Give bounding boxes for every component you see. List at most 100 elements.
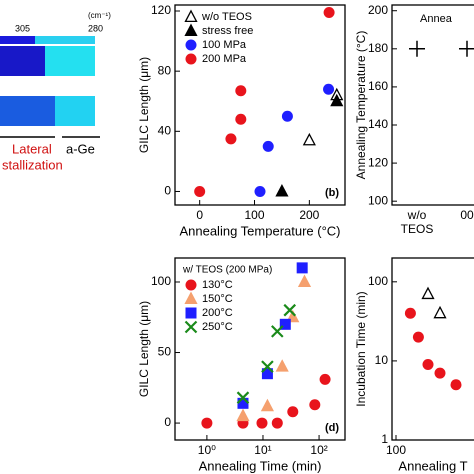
legend-marker <box>184 320 198 334</box>
y-axis-label: Annealing Temperature (°C) <box>354 31 368 180</box>
x-tick-label: w/o <box>407 208 427 222</box>
x-axis-label: Annealing T <box>398 458 467 473</box>
y-tick-label: 120 <box>368 155 388 169</box>
map-layout <box>0 46 45 76</box>
legend-marker <box>185 53 197 65</box>
point <box>236 408 250 422</box>
x-tick-label: 0 <box>196 208 203 222</box>
panel-label: (d) <box>325 422 339 434</box>
point <box>271 325 284 338</box>
point <box>271 417 283 429</box>
legend-label: 200°C <box>202 307 233 319</box>
y-tick-label: 100 <box>151 274 171 288</box>
plot-frame <box>174 4 346 206</box>
y-tick-label: 1 <box>381 432 388 446</box>
plot-frame <box>391 4 474 206</box>
x-axis-label: Annealing Time (min) <box>199 458 322 473</box>
y-tick-label: 80 <box>158 63 172 77</box>
point <box>309 399 321 411</box>
colorbar-unit: (cm⁻¹) <box>88 11 111 20</box>
panel-label: (b) <box>325 187 339 199</box>
point <box>409 40 425 57</box>
map-layout <box>55 96 95 126</box>
legend-label: w/o TEOS <box>201 11 252 23</box>
legend-label: 130°C <box>202 279 233 291</box>
y-tick-label: 40 <box>158 123 172 137</box>
point <box>422 359 434 371</box>
point <box>256 417 268 429</box>
legend-marker <box>185 39 197 51</box>
x-tick-label: 10² <box>310 443 327 457</box>
point <box>297 274 312 288</box>
point <box>319 373 331 385</box>
point <box>261 368 273 380</box>
point <box>330 93 344 107</box>
y-tick-label: 100 <box>368 193 388 207</box>
point <box>450 379 462 391</box>
plot-frame <box>174 257 346 441</box>
y-tick-label: 140 <box>368 117 388 131</box>
point <box>434 367 446 379</box>
y-axis-label: GILC Length (μm) <box>137 57 151 153</box>
y-tick-label: 50 <box>158 345 172 359</box>
y-tick-label: 160 <box>368 79 388 93</box>
legend-marker <box>184 23 198 37</box>
y-tick-label: 180 <box>368 41 388 55</box>
point <box>283 303 297 317</box>
point <box>433 305 447 319</box>
point <box>260 398 274 412</box>
point <box>225 133 237 145</box>
point <box>459 40 474 57</box>
point <box>236 391 250 404</box>
x-tick-sublabel: TEOS <box>401 222 434 236</box>
point <box>412 331 424 343</box>
raman-map <box>0 36 100 138</box>
legend-marker <box>185 279 197 291</box>
point <box>201 417 213 429</box>
x-tick-label: 10⁰ <box>198 443 216 457</box>
panel-title: Annea <box>420 13 453 25</box>
map-layout <box>0 96 55 126</box>
point <box>275 359 289 372</box>
x-tick-label: 200 <box>299 208 319 222</box>
point <box>279 318 291 330</box>
point <box>254 185 266 197</box>
annotation: Lateral <box>12 141 52 156</box>
y-tick-label: 100 <box>368 274 388 288</box>
bar-layout <box>35 36 95 44</box>
legend-label: 200 MPa <box>202 53 247 65</box>
point <box>404 307 416 319</box>
y-tick-label: 120 <box>151 3 171 17</box>
x-tick-label: 10¹ <box>254 443 271 457</box>
legend-label: 150°C <box>202 293 233 305</box>
x-tick-label: 00 <box>460 208 474 222</box>
y-tick-label: 10 <box>375 353 389 367</box>
x-axis-label: Annealing Temperature (°C) <box>179 223 340 238</box>
point <box>261 360 274 373</box>
point <box>287 406 299 418</box>
legend-marker <box>185 307 197 319</box>
x-tick-label: 100 <box>245 208 265 222</box>
point <box>323 7 335 19</box>
map-layout <box>45 46 95 76</box>
colorbar-tick: 305 <box>15 23 30 33</box>
y-axis-label: GILC Length (μm) <box>137 301 151 397</box>
bar-layout <box>0 36 35 44</box>
y-tick-label: 200 <box>368 3 388 17</box>
annotation: stallization <box>2 157 63 172</box>
x-tick-label: 100 <box>386 443 406 457</box>
colorbar-tick: 280 <box>88 23 103 33</box>
point <box>323 83 335 95</box>
legend-label: 100 MPa <box>202 39 247 51</box>
point <box>262 140 274 152</box>
legend-marker <box>184 291 198 305</box>
legend-marker <box>184 9 198 23</box>
plot-frame <box>391 257 474 441</box>
point <box>421 286 435 300</box>
point <box>235 85 247 97</box>
legend-title: w/ TEOS (200 MPa) <box>182 265 272 276</box>
legend-label: 250°C <box>202 321 233 333</box>
